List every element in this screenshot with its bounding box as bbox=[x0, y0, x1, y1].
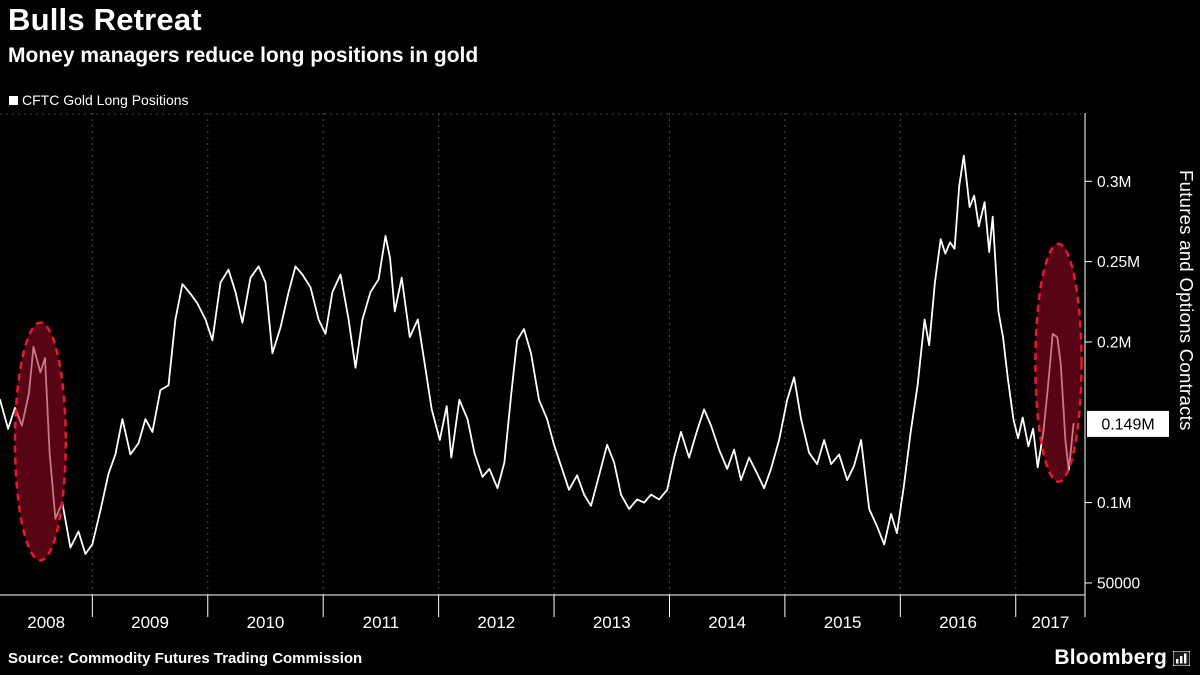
x-tick-label: 2009 bbox=[131, 613, 169, 632]
source-note: Source: Commodity Futures Trading Commis… bbox=[8, 649, 363, 667]
y-tick-label: 0.2M bbox=[1097, 334, 1131, 351]
legend: CFTC Gold Long Positions bbox=[9, 92, 189, 108]
current-value-label: 0.149M bbox=[1101, 416, 1154, 433]
annotation-ellipse bbox=[13, 321, 68, 562]
footer: Source: Commodity Futures Trading Commis… bbox=[0, 645, 1200, 675]
x-tick-label: 2017 bbox=[1031, 613, 1069, 632]
bloomberg-logo: Bloomberg bbox=[1054, 646, 1190, 670]
y-tick-label: 50000 bbox=[1097, 575, 1140, 592]
chart-subtitle: Money managers reduce long positions in … bbox=[8, 44, 479, 67]
x-tick-label: 2015 bbox=[824, 613, 862, 632]
y-axis-title: Futures and Options Contracts bbox=[1176, 170, 1197, 431]
x-tick-label: 2008 bbox=[27, 613, 65, 632]
legend-label: CFTC Gold Long Positions bbox=[22, 92, 189, 108]
y-tick-label: 0.3M bbox=[1097, 174, 1131, 191]
annotation-ellipse bbox=[1034, 242, 1083, 483]
legend-square-icon bbox=[9, 95, 18, 105]
x-tick-label: 2014 bbox=[708, 613, 746, 632]
line-chart: 2008 2009 2010 2011 2012 2013 2014 2015 2016 2017… bbox=[0, 113, 1169, 632]
bloomberg-wordmark: Bloomberg bbox=[1054, 646, 1167, 669]
series-line bbox=[0, 154, 1075, 555]
x-tick-label: 2011 bbox=[363, 613, 400, 632]
y-tick-label: 0.1M bbox=[1097, 495, 1131, 512]
x-tick-label: 2013 bbox=[593, 613, 631, 632]
x-tick-label: 2012 bbox=[477, 613, 515, 632]
x-tick-label: 2010 bbox=[247, 613, 285, 632]
chart-title: Bulls Retreat bbox=[8, 2, 202, 37]
y-tick-label: 0.25M bbox=[1097, 254, 1140, 271]
bloomberg-chart-icon bbox=[1173, 650, 1190, 666]
current-value-badge bbox=[1087, 410, 1169, 437]
x-tick-label: 2016 bbox=[939, 613, 977, 632]
